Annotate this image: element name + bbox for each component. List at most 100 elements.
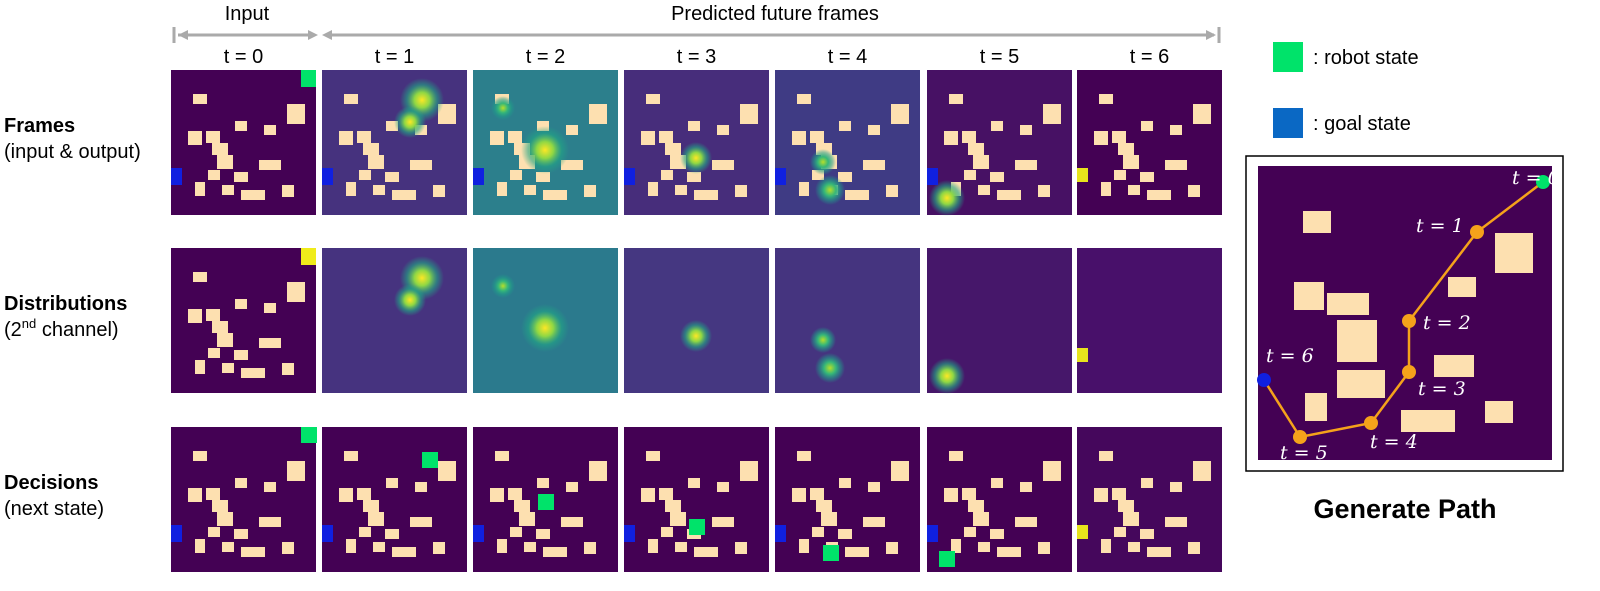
obstacle [410,517,432,527]
time-label: t = 4 [828,46,867,68]
tile [775,427,920,572]
obstacle [339,488,353,502]
obstacle [212,143,228,155]
goal-reached [1077,525,1088,539]
obstacle [1147,190,1171,200]
obstacle [717,482,729,492]
time-label: t = 6 [1130,46,1169,68]
obstacle [584,185,596,197]
obstacle [359,170,371,180]
obstacle [368,155,384,169]
obstacle [206,309,220,321]
obstacle [543,190,567,200]
heat-blob [680,320,712,352]
path-points [1293,225,1484,444]
robot-square [301,427,317,443]
obstacle [222,185,234,195]
obstacle [1094,488,1108,502]
legend-label: : goal state [1313,113,1411,135]
obstacle [234,529,248,539]
obstacle [659,131,673,143]
obstacle [1434,355,1474,377]
obstacle [949,451,963,461]
obstacle [792,488,806,502]
obstacle [991,478,1003,488]
obstacle [740,104,758,124]
obstacle [641,488,655,502]
obstacle [1170,482,1182,492]
obstacle [519,512,535,526]
obstacle [816,500,832,512]
obstacle [339,131,353,145]
obstacle [1165,160,1187,170]
path-label: t = 2 [1423,312,1471,334]
obstacle [1099,94,1113,104]
obstacle [962,131,976,143]
obstacle [188,488,202,502]
obstacle [1141,478,1153,488]
path-start [1536,175,1550,189]
tile [473,427,618,572]
robot-square [301,70,316,87]
obstacle [385,172,399,182]
row-subtitle: (next state) [4,498,104,520]
obstacle [1141,121,1153,131]
obstacle [1485,401,1513,423]
obstacle [259,338,281,348]
obstacle [944,131,958,145]
obstacle [217,512,233,526]
heat-blob [680,142,712,174]
obstacle [1327,293,1369,315]
obstacle [264,482,276,492]
obstacle [891,461,909,481]
tile [322,248,467,393]
obstacle [839,478,851,488]
obstacle [646,451,660,461]
obstacle [193,94,207,104]
obstacle [363,143,379,155]
obstacle [208,348,220,358]
goal-square [927,168,938,185]
obstacle [968,143,984,155]
obstacle [561,160,583,170]
obstacle [661,170,673,180]
heat-blob [491,96,515,120]
robot-square [939,551,955,567]
panel-caption: Generate Path [1313,494,1496,524]
obstacle [193,272,207,282]
obstacle [264,125,276,135]
obstacle [838,172,852,182]
row-subtitle: (2nd channel) [4,316,119,341]
path-label: t = 6 [1266,345,1314,367]
obstacle [1015,160,1037,170]
heat-blob [810,327,836,353]
obstacle [346,539,356,553]
obstacle [392,547,416,557]
obstacle [648,182,658,196]
path-map [1258,166,1552,460]
obstacle [1020,482,1032,492]
subtitle-part: (next state) [4,498,104,520]
tile-bg [322,248,467,393]
goal-square [624,525,635,542]
obstacle [1448,277,1476,297]
obstacle [241,190,265,200]
obstacle [661,527,673,537]
tile [171,248,316,393]
legend-label: : robot state [1313,47,1419,69]
path-label: t = 5 [1280,442,1328,464]
obstacle [1495,233,1533,273]
obstacle [438,104,456,124]
tile [624,248,769,393]
heat-blob [521,126,569,174]
obstacle [235,299,247,309]
heat-blob [810,149,836,175]
obstacle [863,517,885,527]
time-label: t = 2 [526,46,565,68]
obstacle [973,155,989,169]
obstacle [287,282,305,302]
robot-square [823,545,839,561]
obstacle [241,368,265,378]
obstacle [1128,185,1140,195]
obstacle [566,125,578,135]
